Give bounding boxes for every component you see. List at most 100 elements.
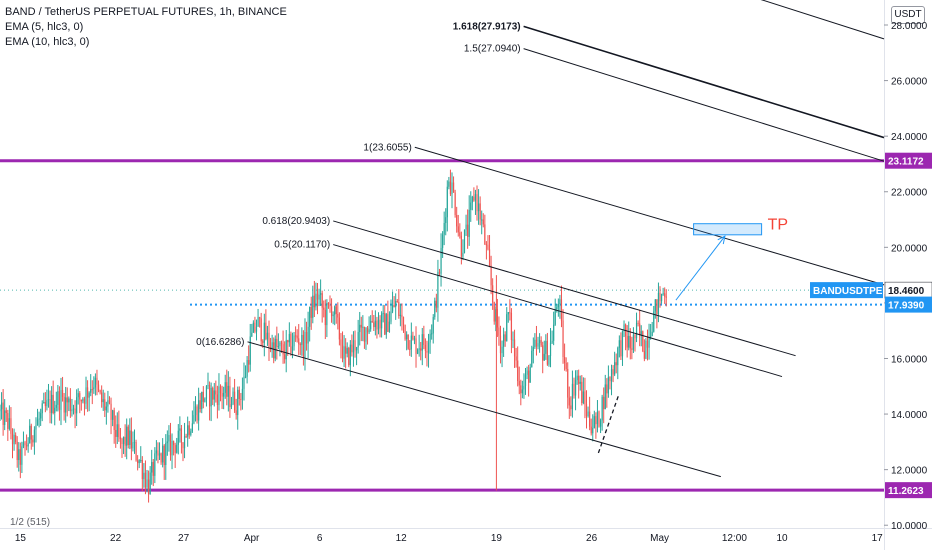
candle-body (149, 472, 151, 495)
x-tick-label: 17 (872, 533, 884, 544)
candle-body (60, 390, 62, 410)
candle-body (599, 420, 602, 427)
candle-body (183, 436, 186, 449)
candle-body (438, 271, 441, 274)
candle-body (543, 353, 545, 361)
candle-body (357, 332, 359, 348)
candle-body (657, 292, 660, 315)
candle-body (226, 382, 228, 397)
candle-body (166, 441, 168, 444)
candle-body (282, 344, 284, 355)
candle-body (133, 442, 136, 444)
fib-level-label: 0.618(20.9403) (262, 216, 330, 227)
candle-body (191, 423, 193, 432)
candle-body (610, 369, 613, 382)
candle-body (463, 229, 466, 253)
legend-title: BAND / TetherUS PERPETUAL FUTURES, 1h, B… (5, 6, 287, 18)
candle-body (337, 313, 339, 318)
candle-body (246, 360, 248, 377)
candle-body (535, 339, 538, 347)
candle-body (573, 383, 575, 396)
candle-body (604, 384, 606, 410)
candle-body (168, 435, 170, 442)
candle-body (592, 428, 594, 434)
candle-body (581, 381, 583, 404)
candle-body (650, 336, 652, 338)
candle-body (606, 384, 608, 394)
candle-body (43, 402, 45, 404)
candle-body (653, 311, 655, 332)
candle-body (545, 340, 547, 354)
candle-body (434, 300, 436, 318)
candle-body (607, 376, 609, 394)
candle-body (568, 397, 570, 406)
candle-body (360, 324, 362, 328)
candle-body (271, 342, 273, 350)
candle-body (501, 346, 503, 354)
candle-body (40, 413, 42, 419)
candle-body (570, 405, 572, 410)
candle-body (448, 181, 450, 187)
candle-body (526, 370, 528, 375)
candle-body (36, 419, 39, 426)
candle-body (8, 418, 10, 429)
y-tick-label: 16.0000 (891, 354, 928, 365)
candle-body (617, 347, 619, 366)
candle-body (290, 333, 292, 353)
candle-body (409, 348, 411, 350)
candle-body (635, 322, 638, 339)
currency-unit-button[interactable]: USDT (891, 6, 925, 24)
legend-ema-5: EMA (5, hlc3, 0) (5, 21, 84, 33)
candle-body (280, 342, 283, 345)
candle-body (235, 410, 237, 416)
y-tick-label: 22.0000 (891, 188, 928, 199)
candle-body (385, 314, 387, 335)
candle-body (612, 369, 614, 375)
candle-body (52, 394, 54, 414)
candle-body (268, 332, 270, 348)
candle-body (66, 397, 68, 403)
candle-body (112, 410, 114, 420)
candle-body (589, 411, 591, 427)
candle-body (310, 306, 312, 318)
candle-body (451, 182, 453, 195)
candle-body (299, 344, 301, 346)
candle-body (10, 418, 12, 434)
candle-body (180, 428, 183, 443)
candle-body (579, 381, 581, 384)
candle-body (327, 303, 330, 305)
candle-body (198, 400, 200, 421)
candle-body (467, 224, 469, 237)
candle-body (244, 376, 247, 378)
candle-body (351, 344, 353, 353)
candle-body (33, 429, 36, 443)
candle-body (634, 334, 636, 339)
candle-body (199, 400, 201, 410)
candle-body (18, 449, 20, 461)
candle-body (173, 441, 175, 446)
candle-body (61, 390, 64, 397)
candle-body (329, 304, 331, 307)
candle-body (418, 348, 420, 350)
candle-body (348, 348, 350, 366)
candle-body (185, 436, 187, 438)
candle-body (47, 399, 50, 401)
candle-body (301, 334, 303, 345)
candle-body (141, 459, 143, 480)
candle-body (598, 411, 600, 427)
candle-body (376, 320, 378, 330)
candle-body (487, 244, 489, 250)
candle-body (420, 348, 422, 351)
candle-body (277, 346, 279, 348)
candle-body (531, 350, 533, 368)
candle-body (423, 334, 425, 345)
candle-body (446, 186, 448, 218)
candle-body (398, 301, 400, 316)
candle-body (340, 339, 342, 346)
candle-body (5, 410, 7, 414)
candle-body (304, 331, 306, 358)
ema-price-tag (885, 296, 932, 313)
candle-body (590, 426, 592, 434)
fib-level-label: 0(16.6286) (196, 337, 244, 348)
